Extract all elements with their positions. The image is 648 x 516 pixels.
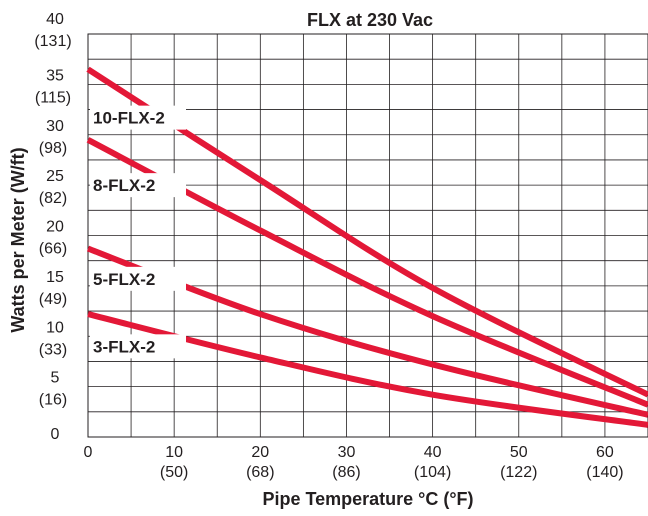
chart-title: FLX at 230 Vac <box>307 10 433 30</box>
x-tick-label: 40 <box>424 444 442 461</box>
y-tick-label: 25 <box>46 168 64 185</box>
series-label: 3-FLX-2 <box>93 337 155 356</box>
y-tick-sublabel: (66) <box>39 241 67 258</box>
x-tick-sublabel: (104) <box>414 464 451 481</box>
y-tick-sublabel: (82) <box>39 190 67 207</box>
series-label: 8-FLX-2 <box>93 176 155 195</box>
y-tick-label: 0 <box>51 426 60 443</box>
x-tick-label: 10 <box>165 444 183 461</box>
y-tick-sublabel: (16) <box>39 392 67 409</box>
y-tick-labels: 0 5 (16) 10 (33) 15 (49) 20 (66) 25 (82) 30 (98) 35 (1… <box>34 11 71 443</box>
y-tick-label: 15 <box>46 269 64 286</box>
x-tick-label: 50 <box>510 444 528 461</box>
x-tick-labels: 0 10 (50) 20 (68) 30 (86) 40 (104) 50 (122) 60 (140) <box>84 444 624 481</box>
x-tick-sublabel: (122) <box>500 464 537 481</box>
y-tick-sublabel: (98) <box>39 140 67 157</box>
y-tick-label: 35 <box>46 67 64 84</box>
x-tick-label: 30 <box>338 444 356 461</box>
series-label-background <box>90 334 186 359</box>
y-tick-sublabel: (115) <box>35 89 71 106</box>
y-axis-label: Watts per Meter (W/ft) <box>8 147 28 332</box>
series-line <box>87 311 648 428</box>
x-tick-label: 20 <box>251 444 269 461</box>
y-tick-sublabel: (131) <box>34 33 71 50</box>
y-tick-sublabel: (33) <box>39 341 67 358</box>
series-labels: 10-FLX-2 8-FLX-2 5-FLX-2 3-FLX-2 <box>90 105 186 359</box>
series-label-background <box>90 173 186 198</box>
series-label: 5-FLX-2 <box>93 270 155 289</box>
grid <box>87 33 648 438</box>
series-label: 10-FLX-2 <box>93 109 165 128</box>
x-tick-label: 60 <box>596 444 614 461</box>
x-tick-sublabel: (86) <box>332 464 360 481</box>
x-axis-label: Pipe Temperature °C (°F) <box>262 489 473 509</box>
plot-border <box>87 33 648 438</box>
y-tick-label: 20 <box>46 219 64 236</box>
x-tick-sublabel: (140) <box>586 464 623 481</box>
y-tick-label: 40 <box>46 11 64 28</box>
x-tick-sublabel: (68) <box>246 464 274 481</box>
x-tick-label: 0 <box>84 444 93 461</box>
y-tick-label: 5 <box>51 370 60 387</box>
y-tick-sublabel: (49) <box>39 291 67 308</box>
series-label-background <box>90 266 186 291</box>
y-tick-label: 30 <box>46 118 64 135</box>
series-label-background <box>90 105 186 130</box>
y-tick-label: 10 <box>46 319 64 336</box>
x-tick-sublabel: (50) <box>160 464 188 481</box>
